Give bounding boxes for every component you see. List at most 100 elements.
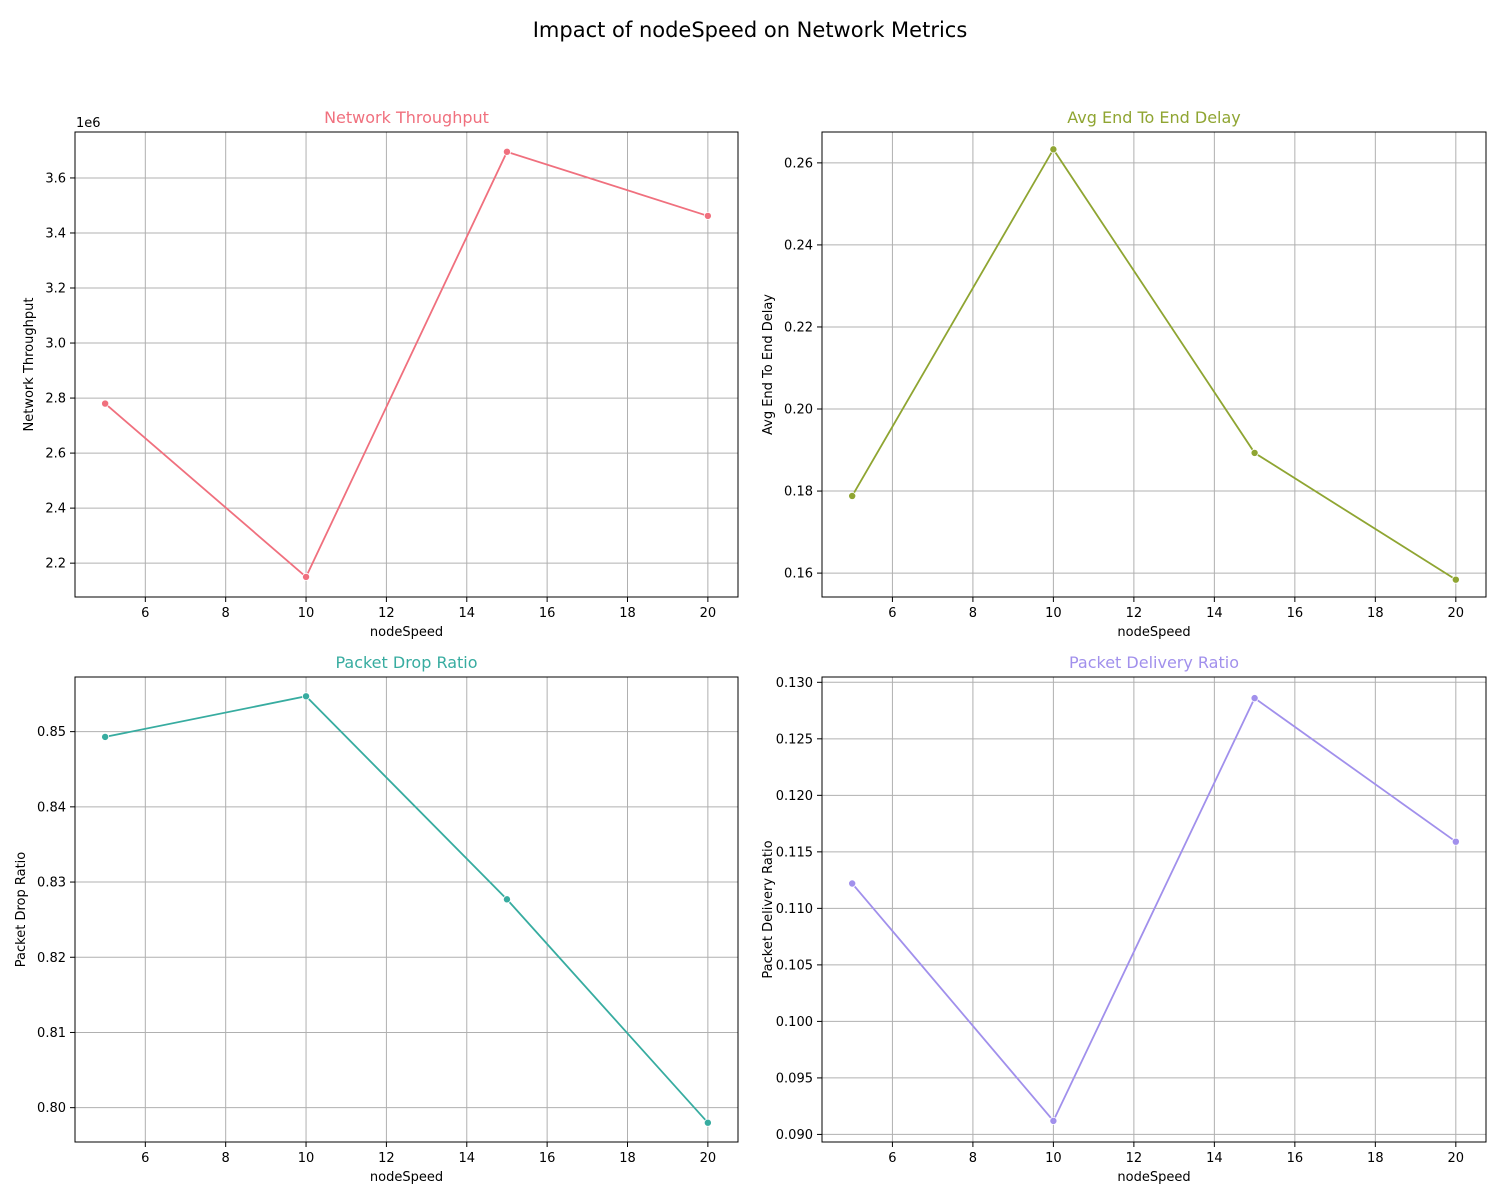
y-tick-label: 0.82 (37, 951, 66, 966)
x-tick-label: 20 (1448, 1151, 1465, 1166)
data-point (848, 879, 857, 888)
x-tick-label: 14 (458, 1151, 475, 1166)
y-tick-label: 0.84 (37, 800, 66, 815)
x-tick-label: 12 (378, 606, 395, 621)
x-tick-label: 6 (141, 606, 149, 621)
x-tick-label: 12 (1126, 1151, 1143, 1166)
y-tick-label: 2.4 (45, 502, 66, 517)
x-tick-label: 18 (1367, 606, 1384, 621)
y-tick-label: 0.16 (784, 567, 813, 582)
y-tick-label: 3.4 (45, 226, 66, 241)
y-tick-label: 2.6 (45, 447, 66, 462)
series-line (104, 150, 709, 579)
data-point (1049, 1116, 1058, 1125)
x-tick-label: 20 (700, 606, 717, 621)
y-tick-label: 0.090 (776, 1128, 813, 1143)
y-tick-label: 0.22 (784, 320, 813, 335)
x-tick-label: 14 (1206, 1151, 1223, 1166)
data-point (1451, 575, 1460, 584)
series-line (104, 695, 709, 1124)
y-offset-label: 1e6 (76, 116, 101, 131)
data-point (502, 147, 511, 156)
chart-title: Avg End To End Delay (1067, 108, 1241, 127)
series-line (851, 696, 1457, 1123)
axes-frame (74, 131, 739, 598)
data-point (848, 491, 857, 500)
y-tick-label: 0.80 (37, 1101, 66, 1116)
y-tick-label: 0.26 (784, 156, 813, 171)
x-tick-label: 16 (539, 1151, 556, 1166)
x-tick-label: 8 (969, 1151, 977, 1166)
y-tick-label: 0.125 (776, 732, 813, 747)
chart-panel-throughput: 6 8 10 12 14 16 18 20 2.2 2.4 2.6 2.8 3.0 3.2 3.4 3.6 1e… (22, 108, 739, 640)
x-tick-label: 8 (222, 606, 230, 621)
x-axis-label: nodeSpeed (370, 1170, 443, 1185)
y-tick-label: 3.6 (45, 171, 66, 186)
data-point (703, 211, 712, 220)
chart-title: Packet Delivery Ratio (1069, 653, 1239, 672)
data-point (101, 399, 110, 408)
x-tick-label: 20 (1448, 606, 1465, 621)
x-axis-label: nodeSpeed (1117, 1170, 1190, 1185)
y-tick-label: 0.85 (37, 725, 66, 740)
y-tick-label: 0.20 (784, 403, 813, 418)
x-tick-label: 20 (700, 1151, 717, 1166)
chart-panel-drop-ratio: 6 8 10 12 14 16 18 20 0.80 0.81 0.82 0.83 0.84 0.85 Pa… (14, 653, 739, 1185)
y-tick-label: 0.115 (776, 845, 813, 860)
x-tick-label: 18 (619, 1151, 636, 1166)
x-tick-label: 6 (141, 1151, 149, 1166)
y-tick-label: 0.130 (776, 676, 813, 691)
y-tick-label: 0.83 (37, 876, 66, 891)
series-line (851, 147, 1457, 581)
x-tick-label: 18 (619, 606, 636, 621)
y-tick-label: 0.24 (784, 238, 813, 253)
data-point (502, 895, 511, 904)
x-tick-label: 6 (888, 606, 896, 621)
y-tick-label: 0.100 (776, 1015, 813, 1030)
y-tick-label: 0.120 (776, 789, 813, 804)
x-tick-label: 8 (222, 1151, 230, 1166)
x-tick-label: 8 (969, 606, 977, 621)
data-point (302, 572, 311, 581)
y-tick-label: 0.095 (776, 1071, 813, 1086)
axes-frame (74, 676, 739, 1143)
data-point (302, 692, 311, 701)
x-tick-label: 14 (1206, 606, 1223, 621)
y-axis-label: Network Throughput (22, 298, 37, 432)
y-tick-label: 0.105 (776, 958, 813, 973)
y-tick-label: 2.8 (45, 392, 66, 407)
data-point (703, 1118, 712, 1127)
x-tick-label: 14 (458, 606, 475, 621)
x-tick-label: 6 (888, 1151, 896, 1166)
data-point (1250, 448, 1259, 457)
data-point (1250, 694, 1259, 703)
x-tick-label: 10 (1045, 606, 1062, 621)
x-tick-label: 16 (539, 606, 556, 621)
data-point (101, 732, 110, 741)
y-tick-label: 3.0 (45, 337, 66, 352)
chart-title: Network Throughput (324, 108, 489, 127)
chart-panel-delay: 6 8 10 12 14 16 18 20 0.16 0.18 0.20 0.22 0.24 0.26 Av… (761, 108, 1487, 640)
x-tick-label: 10 (298, 1151, 315, 1166)
y-axis-label: Packet Delivery Ratio (761, 840, 776, 978)
x-tick-label: 16 (1287, 1151, 1304, 1166)
data-point (1451, 837, 1460, 846)
chart-panel-delivery-ratio: 6 8 10 12 14 16 18 20 0.090 0.095 0.100 0.105 0.110 0… (761, 653, 1487, 1185)
x-axis-label: nodeSpeed (370, 625, 443, 640)
x-tick-label: 12 (378, 1151, 395, 1166)
y-tick-label: 0.18 (784, 485, 813, 500)
x-tick-label: 12 (1126, 606, 1143, 621)
figure-title: Impact of nodeSpeed on Network Metrics (532, 18, 968, 42)
y-tick-label: 3.2 (45, 282, 66, 297)
y-tick-label: 2.2 (45, 557, 66, 572)
y-tick-label: 0.81 (37, 1026, 66, 1041)
x-tick-label: 10 (1045, 1151, 1062, 1166)
x-tick-label: 16 (1287, 606, 1304, 621)
y-axis-label: Packet Drop Ratio (14, 852, 29, 967)
chart-title: Packet Drop Ratio (335, 653, 477, 672)
y-tick-label: 0.110 (776, 902, 813, 917)
axes-frame (821, 676, 1487, 1143)
x-tick-label: 18 (1367, 1151, 1384, 1166)
